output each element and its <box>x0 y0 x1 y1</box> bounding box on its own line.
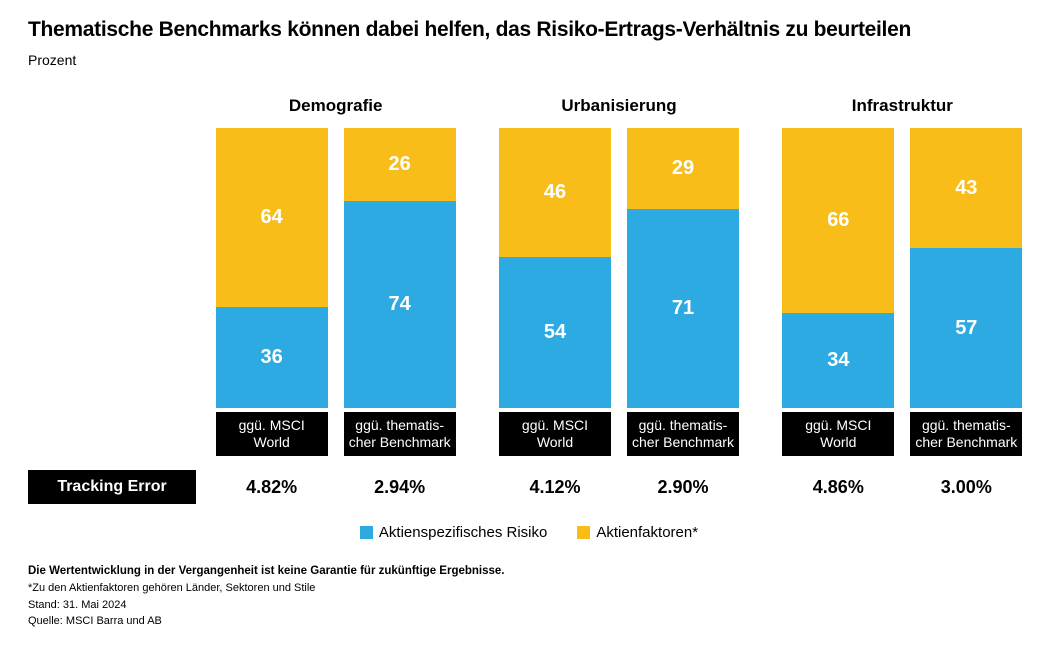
tracking-value: 2.94% <box>344 470 456 504</box>
group-title: Infrastruktur <box>775 96 1030 116</box>
footnotes: Die Wertentwicklung in der Vergangenheit… <box>28 563 1030 630</box>
tracking-value: 3.00% <box>910 470 1022 504</box>
bar-label: ggü. thematis-cher Benchmark <box>344 412 456 456</box>
bar-label: ggü. MSCIWorld <box>216 412 328 456</box>
bar-label: ggü. thematis-cher Benchmark <box>627 412 739 456</box>
stacked-bar: 6436 <box>216 128 328 408</box>
group-title: Urbanisierung <box>491 96 746 116</box>
tracking-value: 4.86% <box>782 470 894 504</box>
legend-label-blue: Aktienspezifisches Risiko <box>379 524 547 541</box>
bars-row: 46542971 <box>491 128 746 408</box>
tracking-group: 4.86% 3.00% <box>775 470 1030 504</box>
stacked-bar: 6634 <box>782 128 894 408</box>
legend-item-yellow: Aktienfaktoren* <box>577 524 698 541</box>
chart-area: Demografie64362674ggü. MSCIWorldggü. the… <box>28 96 1030 456</box>
tracking-value: 4.12% <box>499 470 611 504</box>
bar-segment-blue: 71 <box>627 209 739 408</box>
legend-item-blue: Aktienspezifisches Risiko <box>360 524 547 541</box>
tracking-error-label: Tracking Error <box>28 470 196 504</box>
chart-subtitle: Prozent <box>28 52 1030 68</box>
tracking-value: 4.82% <box>216 470 328 504</box>
tracking-value: 2.90% <box>627 470 739 504</box>
footnote-disclaimer: Die Wertentwicklung in der Vergangenheit… <box>28 563 1030 580</box>
legend: Aktienspezifisches Risiko Aktienfaktoren… <box>28 524 1030 541</box>
group-title: Demografie <box>208 96 463 116</box>
legend-label-yellow: Aktienfaktoren* <box>596 524 698 541</box>
bar-segment-yellow: 66 <box>782 128 894 313</box>
bar-segment-blue: 74 <box>344 201 456 408</box>
bar-labels-row: ggü. MSCIWorld ggü. thematis-cher Benchma… <box>775 412 1030 456</box>
tracking-group: 4.82% 2.94% <box>208 470 463 504</box>
bar-segment-blue: 54 <box>499 257 611 408</box>
chart-group: Urbanisierung46542971ggü. MSCIWorldggü. … <box>491 96 746 456</box>
footnote-factors: *Zu den Aktienfaktoren gehören Länder, S… <box>28 580 1030 597</box>
bar-segment-yellow: 64 <box>216 128 328 307</box>
footnote-date: Stand: 31. Mai 2024 <box>28 597 1030 614</box>
bar-label: ggü. MSCIWorld <box>782 412 894 456</box>
stacked-bar: 2674 <box>344 128 456 408</box>
bar-segment-yellow: 26 <box>344 128 456 201</box>
tracking-error-row: Tracking Error 4.82% 2.94% 4.12% 2.90% 4.86%… <box>28 470 1030 504</box>
bar-segment-yellow: 43 <box>910 128 1022 248</box>
bar-label: ggü. MSCIWorld <box>499 412 611 456</box>
stacked-bar: 4654 <box>499 128 611 408</box>
chart-title: Thematische Benchmarks können dabei helf… <box>28 18 1030 42</box>
bar-label: ggü. thematis-cher Benchmark <box>910 412 1022 456</box>
bar-segment-blue: 34 <box>782 313 894 408</box>
bar-segment-blue: 57 <box>910 248 1022 408</box>
bar-segment-yellow: 46 <box>499 128 611 257</box>
legend-swatch-yellow <box>577 526 590 539</box>
bar-segment-yellow: 29 <box>627 128 739 209</box>
bar-labels-row: ggü. MSCIWorld ggü. thematis-cher Benchma… <box>491 412 746 456</box>
chart-group: Demografie64362674ggü. MSCIWorldggü. the… <box>208 96 463 456</box>
bars-row: 66344357 <box>775 128 1030 408</box>
bars-row: 64362674 <box>208 128 463 408</box>
chart-group: Infrastruktur66344357ggü. MSCIWorldggü. … <box>775 96 1030 456</box>
legend-swatch-blue <box>360 526 373 539</box>
footnote-source: Quelle: MSCI Barra und AB <box>28 613 1030 630</box>
bar-segment-blue: 36 <box>216 307 328 408</box>
stacked-bar: 2971 <box>627 128 739 408</box>
tracking-group: 4.12% 2.90% <box>491 470 746 504</box>
stacked-bar: 4357 <box>910 128 1022 408</box>
bar-labels-row: ggü. MSCIWorld ggü. thematis-cher Benchma… <box>208 412 463 456</box>
